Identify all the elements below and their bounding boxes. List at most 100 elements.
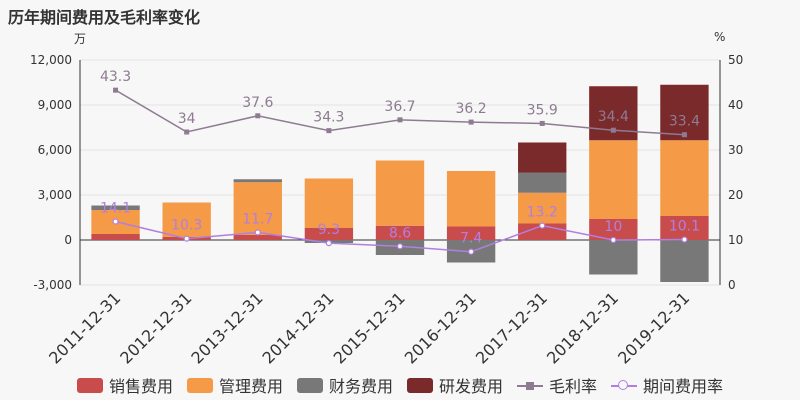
expense-rate-label: 10.1 (669, 219, 700, 235)
gross-margin-point (113, 87, 119, 93)
bar-finance (518, 172, 567, 193)
gross-margin-point (539, 120, 545, 126)
expense-rate-point (183, 235, 190, 242)
legend-item-rnd[interactable]: 研发费用 (407, 373, 503, 397)
expense-rate-label: 11.7 (242, 211, 273, 227)
legend-label-rnd: 研发费用 (439, 377, 504, 396)
y-right-tick-label: 0 (728, 278, 736, 292)
right-axis-unit: % (714, 30, 726, 44)
y-left-tick-label: 12,000 (30, 53, 72, 67)
gross-margin-point (610, 127, 616, 133)
gross-margin-label: 36.2 (456, 101, 487, 117)
y-right-tick-label: 10 (728, 233, 743, 247)
legend-label-finance: 财务费用 (328, 377, 393, 396)
bar-sales (589, 219, 638, 240)
x-tick-label: 2019-12-31 (614, 288, 693, 367)
legend-label-gross-margin: 毛利率 (549, 377, 598, 396)
gross-margin-label: 43.3 (100, 69, 131, 85)
y-right-tick-label: 30 (728, 143, 743, 157)
legend-item-gross-margin[interactable]: 毛利率 (517, 373, 597, 397)
expense-rate-label: 10 (604, 219, 622, 235)
bar-sales (233, 234, 282, 240)
x-tick-label: 2014-12-31 (259, 288, 338, 367)
gross-margin-point (184, 129, 190, 135)
chart-title: 历年期间费用及毛利率变化 (8, 8, 201, 27)
y-right-tick-label: 50 (728, 53, 743, 67)
bar-admin (304, 178, 354, 228)
gross-margin-point (326, 128, 332, 134)
legend-item-expense-rate[interactable]: 期间费用率 (611, 373, 723, 397)
expense-rate-point (468, 248, 475, 255)
bar-admin (375, 160, 425, 226)
bar-sales (91, 234, 140, 240)
expense-rate-point (539, 222, 546, 229)
legend-item-finance[interactable]: 财务费用 (296, 373, 393, 397)
y-left-tick-label: -3,000 (33, 278, 72, 292)
expense-rate-label: 13.2 (527, 205, 558, 221)
bar-finance (589, 240, 638, 275)
bar-admin (233, 182, 282, 235)
y-left-tick-label: 9,000 (38, 98, 72, 112)
combo-chart: -3,000 0 3,000 6,000 9,000 12,000 0 10 20 30 40 50 4… (30, 53, 743, 368)
legend-swatch-rnd (407, 377, 433, 393)
expense-rate-point (681, 236, 688, 243)
x-tick-label: 2017-12-31 (472, 288, 551, 367)
gross-margin-point (397, 117, 403, 123)
legend-item-admin[interactable]: 管理费用 (186, 373, 283, 397)
x-tick-label: 2012-12-31 (116, 288, 195, 367)
bar-rnd (660, 84, 709, 141)
y-left-tick-label: 3,000 (38, 188, 72, 202)
bar-admin (162, 202, 211, 237)
gross-margin-label: 34 (178, 111, 196, 127)
bar-admin (446, 171, 496, 227)
bar-rnd (518, 142, 567, 173)
bar-sales (304, 228, 354, 240)
expense-rate-point (325, 240, 332, 247)
expense-rate-point (254, 229, 261, 236)
bar-sales (446, 226, 496, 240)
gross-margin-label: 34.3 (313, 110, 344, 126)
legend-label-admin: 管理费用 (218, 377, 283, 396)
bar-finance (91, 205, 140, 210)
x-tick-label: 2011-12-31 (45, 288, 124, 367)
gross-margin-label: 37.6 (242, 95, 273, 111)
bar-sales (660, 216, 709, 240)
bar-admin (589, 140, 638, 219)
expense-rate-point (112, 218, 119, 225)
y-left-tick-label: 6,000 (38, 143, 72, 157)
gross-margin-label: 36.7 (384, 99, 415, 115)
x-tick-label: 2015-12-31 (330, 288, 409, 367)
legend-item-sales[interactable]: 销售费用 (76, 373, 173, 397)
legend-swatch-admin (186, 377, 213, 393)
bar-admin (518, 192, 567, 224)
gross-margin-label: 35.9 (527, 102, 558, 118)
x-tick-label: 2018-12-31 (543, 288, 622, 367)
legend-swatch-expense-rate (611, 378, 638, 393)
bar-finance (233, 179, 282, 183)
legend-swatch-gross-margin (517, 378, 544, 393)
gross-margin-point (681, 132, 687, 138)
expense-rate-label: 10.3 (171, 218, 202, 234)
gross-margin-label: 33.4 (669, 114, 700, 130)
bar-finance (660, 240, 709, 282)
y-right-tick-label: 40 (728, 98, 743, 112)
legend-swatch-finance (296, 377, 323, 393)
legend-label-sales: 销售费用 (108, 377, 173, 396)
bar-sales (375, 225, 425, 240)
x-tick-label: 2013-12-31 (187, 288, 266, 367)
y-right-tick-label: 20 (728, 188, 743, 202)
bar-admin (660, 140, 709, 216)
legend-swatch-sales (76, 377, 103, 393)
y-left-tick-label: 0 (64, 233, 72, 247)
expense-rate-label: 14.1 (100, 201, 131, 217)
gross-margin-label: 34.4 (598, 109, 629, 125)
legend: 销售费用 管理费用 财务费用 研发费用 毛利率 期间费用率 (0, 374, 800, 396)
expense-rate-point (396, 243, 404, 250)
legend-label-expense-rate: 期间费用率 (643, 377, 724, 396)
gross-margin-point (255, 113, 261, 119)
left-axis-unit: 万 (74, 32, 87, 46)
gross-margin-point (468, 119, 474, 125)
expense-rate-label: 8.6 (389, 225, 411, 241)
expense-rate-label: 9.3 (318, 222, 340, 238)
expense-rate-point (610, 236, 617, 244)
